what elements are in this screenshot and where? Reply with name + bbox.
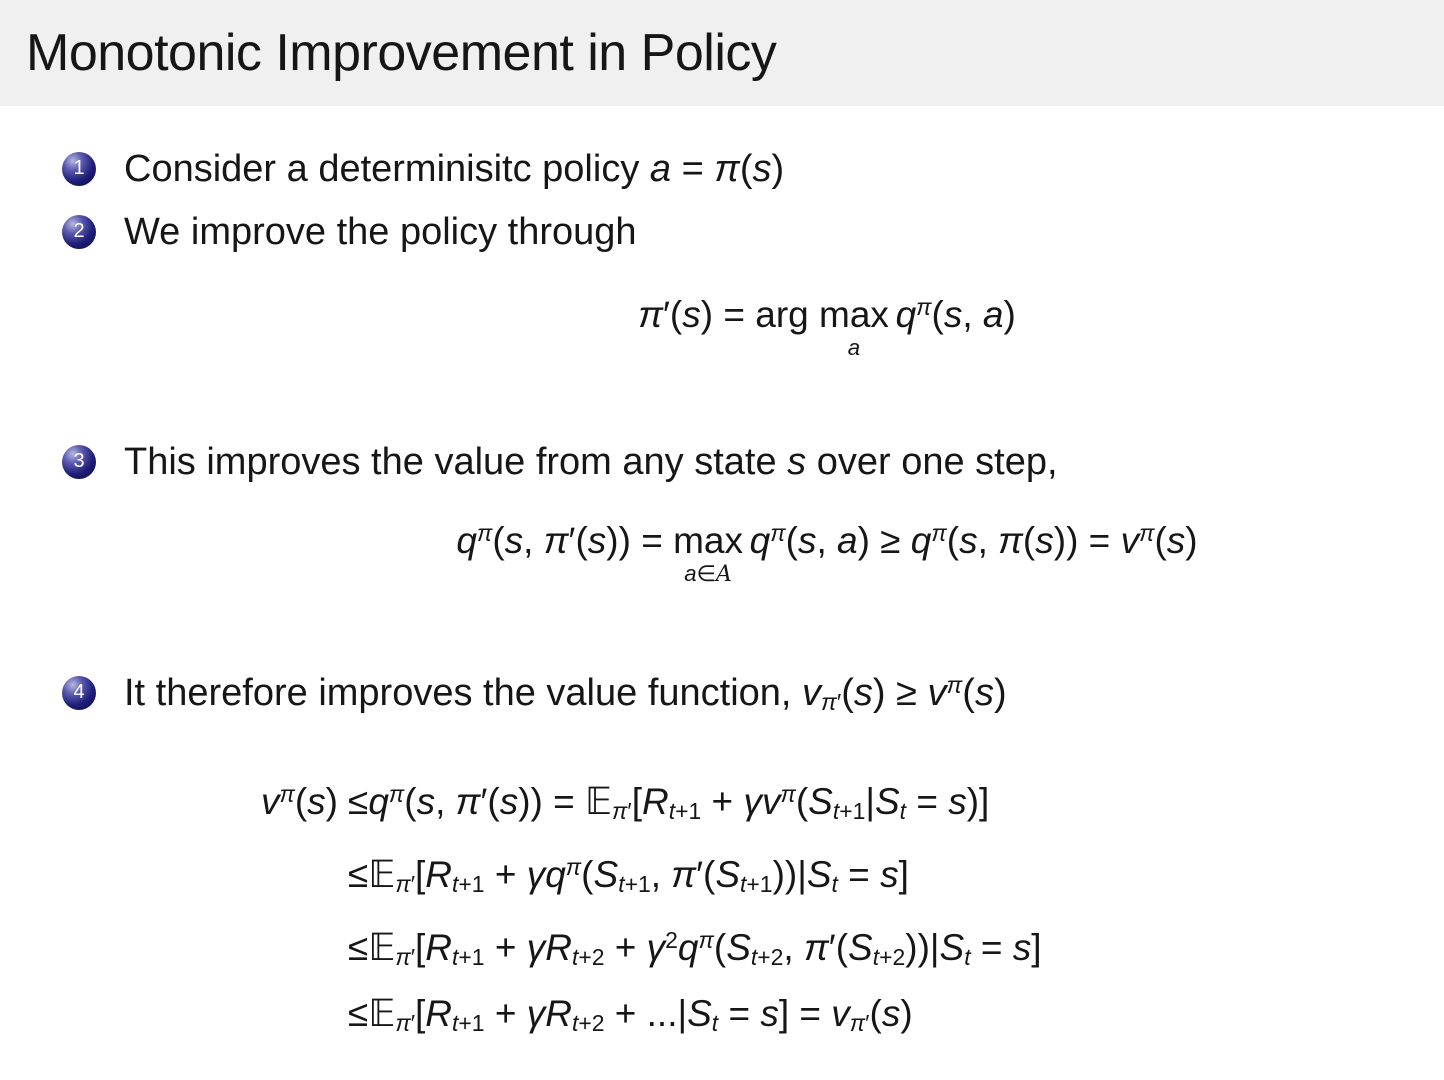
slide-title-bar: Monotonic Improvement in Policy <box>0 0 1444 106</box>
derivation-row-2: ≤𝔼π′[Rt+1 + γqπ(St+1, π′(St+1))|St = s] <box>0 831 1444 904</box>
item-text: We improve the policy through <box>124 211 637 254</box>
item-number: 3 <box>73 450 85 473</box>
item-number: 4 <box>73 681 85 704</box>
list-item-3: 3 This improves the value from any state… <box>62 439 1444 486</box>
derivation-rhs: ≤𝔼π′[Rt+1 + γRt+2 + γ2qπ(St+2, π′(St+2))… <box>348 925 1042 970</box>
item-text: Consider a determinisitc policy a = π(s) <box>124 148 785 190</box>
derivation-block: vπ(s) ≤qπ(s, π′(s)) = 𝔼π′[Rt+1 + γvπ(St+1… <box>0 758 1444 1050</box>
item-text: It therefore improves the value function… <box>124 672 1007 716</box>
slide-content: 1 Consider a determinisitc policy a = π(… <box>0 146 1444 1050</box>
item-number-badge: 3 <box>62 445 96 480</box>
formula-one-step-improvement: qπ(s, π′(s)) = max a∈A qπ(s, a) ≥ qπ(s, π(… <box>0 520 1444 585</box>
item-number-badge: 1 <box>62 152 96 186</box>
derivation-rhs: ≤𝔼π′[Rt+1 + γqπ(St+1, π′(St+1))|St = s] <box>348 852 909 897</box>
item-text: This improves the value from any state s… <box>124 441 1058 484</box>
formula-content: qπ(s, π′(s)) = max a∈A qπ(s, a) ≥ qπ(s, π(… <box>456 520 1198 588</box>
derivation-row-1: vπ(s) ≤qπ(s, π′(s)) = 𝔼π′[Rt+1 + γvπ(St+1… <box>0 758 1444 831</box>
slide-title: Monotonic Improvement in Policy <box>26 24 777 82</box>
item-number: 2 <box>73 220 85 243</box>
derivation-rhs: ≤𝔼π′[Rt+1 + γRt+2 + ...|St = s] = vπ′(s) <box>348 991 913 1036</box>
item-number-badge: 2 <box>62 215 96 250</box>
list-item-1: 1 Consider a determinisitc policy a = π(… <box>62 146 1444 193</box>
derivation-row-4: ≤𝔼π′[Rt+1 + γRt+2 + ...|St = s] = vπ′(s) <box>0 977 1444 1050</box>
list-item-2: 2 We improve the policy through <box>62 209 1444 256</box>
list-item-4: 4 It therefore improves the value functi… <box>62 670 1444 717</box>
formula-content: π′(s) = arg max a qπ(s, a) <box>638 294 1016 361</box>
derivation-rhs: ≤qπ(s, π′(s)) = 𝔼π′[Rt+1 + γvπ(St+1|St =… <box>348 779 990 824</box>
formula-policy-improvement: π′(s) = arg max a qπ(s, a) <box>0 294 1444 359</box>
derivation-row-3: ≤𝔼π′[Rt+1 + γRt+2 + γ2qπ(St+2, π′(St+2))… <box>0 904 1444 977</box>
item-number-badge: 4 <box>62 676 96 711</box>
item-number: 1 <box>73 157 85 179</box>
derivation-lhs: vπ(s) <box>260 780 338 822</box>
